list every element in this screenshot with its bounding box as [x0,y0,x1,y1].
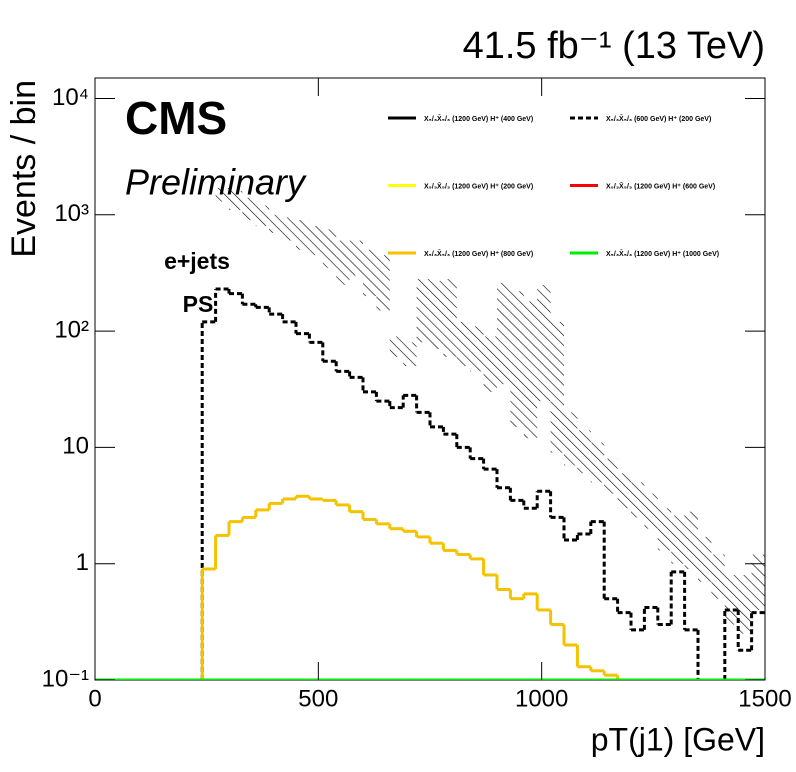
uncertainty-band [751,554,765,610]
uncertainty-band [269,214,283,233]
y-tick-label: 10 [62,433,89,460]
uncertainty-band [443,279,457,357]
legend-label: X₅/₃X̄₅/₃ (600 GeV) H⁺ (200 GeV) [606,114,711,123]
legend-label: X₅/₃X̄₅/₃ (1200 GeV) H⁺ (400 GeV) [424,114,533,123]
uncertainty-band [403,342,417,367]
uncertainty-band [363,249,377,297]
uncertainty-band [497,282,511,385]
x-tick-label: 0 [88,685,101,712]
uncertainty-band [430,280,444,350]
uncertainty-band [296,220,310,250]
y-tick-label: 10⁴ [52,84,89,111]
uncertainty-band [349,240,363,276]
uncertainty-band [550,321,564,453]
legend-label: X₅/₃X̄₅/₃ (1200 GeV) H⁺ (1000 GeV) [606,249,719,258]
uncertainty-band [590,442,605,483]
uncertainty-band [657,508,672,551]
uncertainty-band [322,229,337,268]
uncertainty-band [564,412,578,466]
x-axis-title: pT(j1) [GeV] [591,721,765,757]
cms-label: CMS [125,92,227,144]
legend-label: X₅/₃X̄₅/₃ (1200 GeV) H⁺ (800 GeV) [424,249,533,258]
uncertainty-band [537,284,551,402]
uncertainty-band [711,554,725,599]
uncertainty-band [738,574,752,634]
channel-label: e+jets [164,248,230,274]
uncertainty-band [617,473,631,509]
uncertainty-band [483,336,497,392]
uncertainty-band [282,217,296,241]
y-tick-label: 10³ [54,200,89,227]
x-tick-label: 500 [298,685,338,712]
uncertainty-band [389,336,404,357]
preliminary-label: Preliminary [125,162,307,203]
lumi-label: 41.5 fb⁻¹ (13 TeV) [463,25,765,67]
uncertainty-band [604,458,618,494]
uncertainty-band [510,291,524,427]
uncertainty-band [671,515,685,564]
uncertainty-band [470,326,484,372]
uncertainty-band [631,482,645,518]
uncertainty-band [229,191,243,210]
uncertainty-band [255,205,270,227]
region-label: PS [183,291,214,317]
uncertainty-band [523,301,538,439]
uncertainty-band [336,240,350,285]
y-axis-title: Events / bin [5,80,43,258]
legend-label: X₅/₃X̄₅/₃ (1200 GeV) H⁺ (200 GeV) [424,182,533,191]
y-tick-label: 1 [76,549,89,576]
x-tick-label: 1000 [515,685,568,712]
legend-label: X₅/₃X̄₅/₃ (1200 GeV) H⁺ (600 GeV) [606,182,715,191]
y-tick-label: 10⁻¹ [42,665,89,692]
uncertainty-band [309,226,323,256]
x-tick-label: 1500 [738,685,791,712]
plot-area [95,187,765,680]
uncertainty-band [684,511,698,570]
uncertainty-band [215,187,229,202]
uncertainty-band [577,430,591,474]
uncertainty-band [416,279,430,343]
uncertainty-band [456,321,471,367]
uncertainty-band [698,536,712,582]
uncertainty-band [644,493,658,529]
uncertainty-band [724,574,739,625]
uncertainty-band [242,197,256,221]
uncertainty-band [376,255,390,311]
y-tick-label: 10² [54,316,89,343]
